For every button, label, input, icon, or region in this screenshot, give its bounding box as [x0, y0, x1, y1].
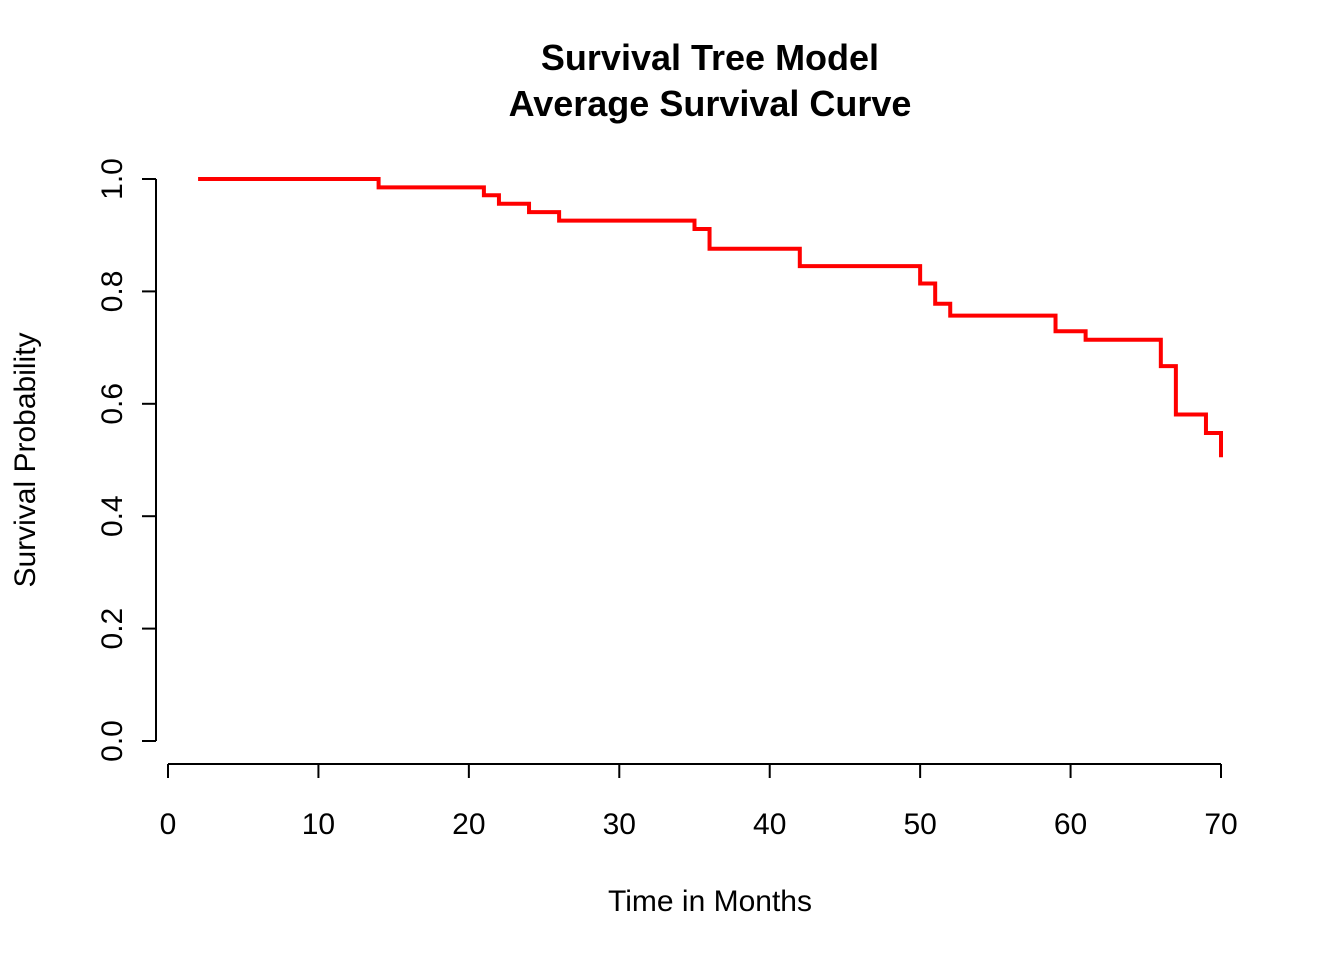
y-tick-label: 0.2	[96, 608, 129, 650]
chart-title-line-1: Survival Tree Model	[541, 37, 879, 78]
y-tick-label: 0.8	[96, 271, 129, 313]
x-tick-label: 0	[160, 808, 177, 841]
x-tick-label: 20	[452, 808, 485, 841]
x-axis: 0 10 20 30 40 50 60 70	[160, 763, 1238, 841]
x-tick-label: 10	[302, 808, 335, 841]
plot-series	[198, 177, 1223, 458]
y-tick-label: 1.0	[96, 158, 129, 200]
y-tick-label: 0.4	[96, 495, 129, 537]
survival-curve-line	[198, 177, 1223, 458]
y-tick-label: 0.0	[96, 720, 129, 762]
y-axis: 0.0 0.2 0.4 0.6 0.8 1.0	[96, 158, 157, 762]
x-tick-label: 30	[603, 808, 636, 841]
x-tick-label: 60	[1054, 808, 1087, 841]
x-tick-label: 50	[903, 808, 936, 841]
chart-title-line-2: Average Survival Curve	[509, 83, 912, 124]
x-tick-label: 70	[1204, 808, 1237, 841]
y-tick-label: 0.6	[96, 383, 129, 425]
x-axis-label: Time in Months	[608, 885, 812, 918]
x-tick-label: 40	[753, 808, 786, 841]
y-axis-label: Survival Probability	[9, 332, 42, 587]
